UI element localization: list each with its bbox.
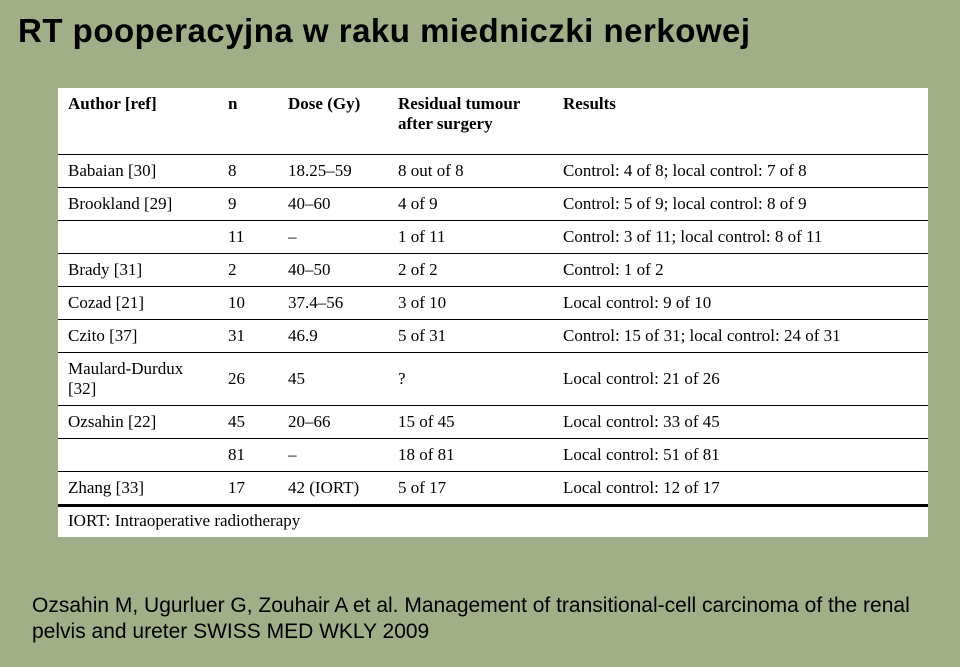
cell-results: Local control: 12 of 17: [553, 472, 928, 506]
cell-results: Local control: 9 of 10: [553, 287, 928, 320]
cell-residual: ?: [388, 353, 553, 406]
cell-dose: 40–60: [278, 188, 388, 221]
cell-residual: 3 of 10: [388, 287, 553, 320]
cell-author: Cozad [21]: [58, 287, 218, 320]
col-dose: Dose (Gy): [278, 88, 388, 155]
table-row: 81 – 18 of 81 Local control: 51 of 81: [58, 439, 928, 472]
cell-author: Zhang [33]: [58, 472, 218, 506]
citation-text: Ozsahin M, Ugurluer G, Zouhair A et al. …: [32, 593, 930, 646]
cell-dose: –: [278, 221, 388, 254]
col-residual: Residual tumour after surgery: [388, 88, 553, 155]
cell-author: Czito [37]: [58, 320, 218, 353]
cell-results: Control: 5 of 9; local control: 8 of 9: [553, 188, 928, 221]
table-row: Brookland [29] 9 40–60 4 of 9 Control: 5…: [58, 188, 928, 221]
cell-results: Local control: 51 of 81: [553, 439, 928, 472]
cell-residual: 1 of 11: [388, 221, 553, 254]
cell-residual: 8 out of 8: [388, 155, 553, 188]
cell-dose: 42 (IORT): [278, 472, 388, 506]
cell-n: 8: [218, 155, 278, 188]
cell-results: Local control: 21 of 26: [553, 353, 928, 406]
cell-residual: 15 of 45: [388, 406, 553, 439]
table-row: Babaian [30] 8 18.25–59 8 out of 8 Contr…: [58, 155, 928, 188]
cell-residual: 18 of 81: [388, 439, 553, 472]
cell-dose: 45: [278, 353, 388, 406]
table-footnote: IORT: Intraoperative radiotherapy: [58, 507, 928, 537]
cell-results: Local control: 33 of 45: [553, 406, 928, 439]
data-table: Author [ref] n Dose (Gy) Residual tumour…: [58, 88, 928, 507]
table-row: Ozsahin [22] 45 20–66 15 of 45 Local con…: [58, 406, 928, 439]
cell-results: Control: 4 of 8; local control: 7 of 8: [553, 155, 928, 188]
cell-results: Control: 15 of 31; local control: 24 of …: [553, 320, 928, 353]
cell-n: 2: [218, 254, 278, 287]
cell-n: 81: [218, 439, 278, 472]
cell-dose: 20–66: [278, 406, 388, 439]
cell-author: Brookland [29]: [58, 188, 218, 221]
cell-dose: 37.4–56: [278, 287, 388, 320]
table-row: Maulard-Durdux [32] 26 45 ? Local contro…: [58, 353, 928, 406]
cell-dose: 46.9: [278, 320, 388, 353]
cell-author: Babaian [30]: [58, 155, 218, 188]
cell-n: 9: [218, 188, 278, 221]
cell-author: [58, 221, 218, 254]
col-author: Author [ref]: [58, 88, 218, 155]
table-header-row: Author [ref] n Dose (Gy) Residual tumour…: [58, 88, 928, 155]
cell-residual: 2 of 2: [388, 254, 553, 287]
cell-author: Ozsahin [22]: [58, 406, 218, 439]
table-row: Brady [31] 2 40–50 2 of 2 Control: 1 of …: [58, 254, 928, 287]
cell-n: 11: [218, 221, 278, 254]
table-row: 11 – 1 of 11 Control: 3 of 11; local con…: [58, 221, 928, 254]
cell-author: Maulard-Durdux [32]: [58, 353, 218, 406]
cell-n: 10: [218, 287, 278, 320]
col-n: n: [218, 88, 278, 155]
data-table-container: Author [ref] n Dose (Gy) Residual tumour…: [58, 88, 928, 537]
cell-dose: 18.25–59: [278, 155, 388, 188]
cell-residual: 5 of 17: [388, 472, 553, 506]
table-row: Zhang [33] 17 42 (IORT) 5 of 17 Local co…: [58, 472, 928, 506]
cell-residual: 4 of 9: [388, 188, 553, 221]
page-title: RT pooperacyjna w raku miedniczki nerkow…: [18, 12, 942, 50]
cell-results: Control: 3 of 11; local control: 8 of 11: [553, 221, 928, 254]
cell-dose: –: [278, 439, 388, 472]
col-results: Results: [553, 88, 928, 155]
cell-dose: 40–50: [278, 254, 388, 287]
cell-n: 17: [218, 472, 278, 506]
cell-author: Brady [31]: [58, 254, 218, 287]
cell-author: [58, 439, 218, 472]
cell-residual: 5 of 31: [388, 320, 553, 353]
cell-results: Control: 1 of 2: [553, 254, 928, 287]
table-row: Cozad [21] 10 37.4–56 3 of 10 Local cont…: [58, 287, 928, 320]
table-row: Czito [37] 31 46.9 5 of 31 Control: 15 o…: [58, 320, 928, 353]
cell-n: 31: [218, 320, 278, 353]
cell-n: 26: [218, 353, 278, 406]
cell-n: 45: [218, 406, 278, 439]
